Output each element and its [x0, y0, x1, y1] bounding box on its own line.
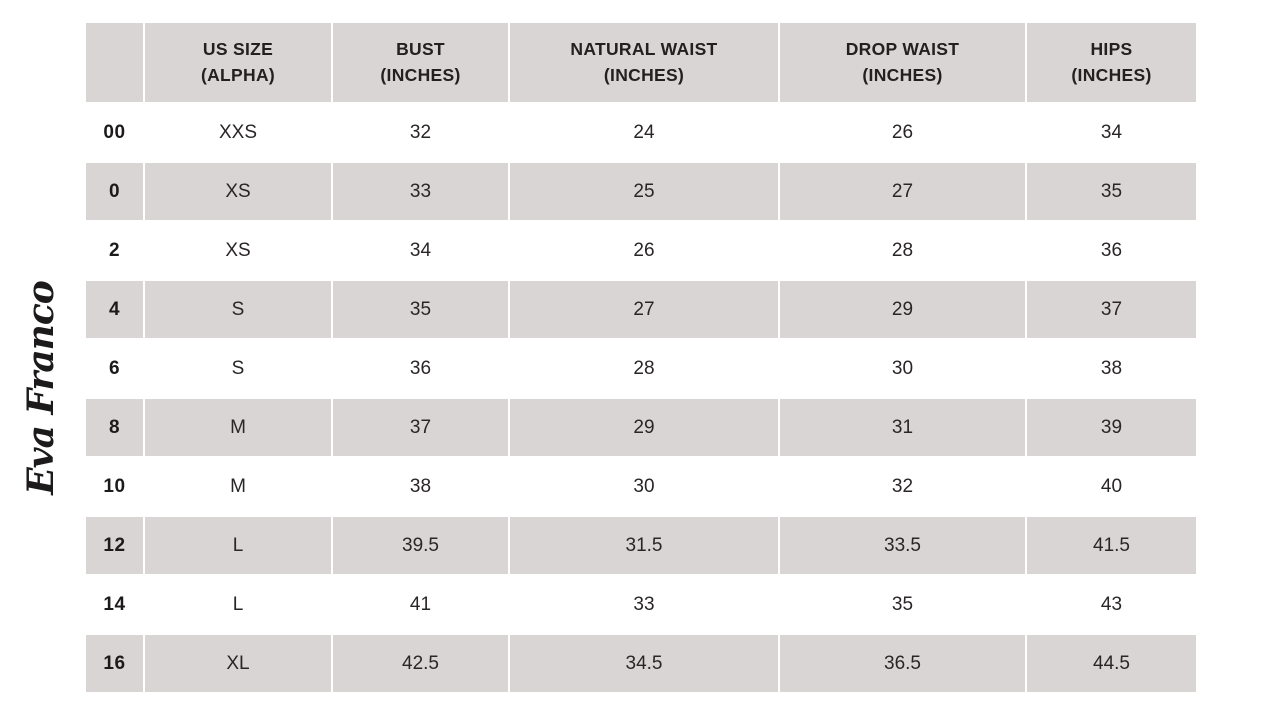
us-size-cell: 10	[86, 458, 143, 515]
table-row: 10 M 38 30 32 40	[86, 458, 1196, 515]
header-cell-drop-waist: DROP WAIST (INCHES)	[780, 23, 1025, 102]
bust-cell: 42.5	[333, 635, 508, 692]
hips-cell: 41.5	[1027, 517, 1196, 574]
table-row: 8 M 37 29 31 39	[86, 399, 1196, 456]
header-cell-bust: BUST (INCHES)	[333, 23, 508, 102]
hips-cell: 37	[1027, 281, 1196, 338]
bust-cell: 41	[333, 576, 508, 633]
table-row: 0 XS 33 25 27 35	[86, 163, 1196, 220]
size-chart-table: US SIZE (ALPHA) BUST (INCHES) NATURAL WA…	[84, 21, 1198, 694]
table-row: 4 S 35 27 29 37	[86, 281, 1196, 338]
natural-waist-cell: 31.5	[510, 517, 778, 574]
alpha-cell: S	[145, 340, 331, 397]
hips-cell: 39	[1027, 399, 1196, 456]
hips-cell: 44.5	[1027, 635, 1196, 692]
hips-cell: 36	[1027, 222, 1196, 279]
header-row: US SIZE (ALPHA) BUST (INCHES) NATURAL WA…	[86, 23, 1196, 102]
natural-waist-cell: 27	[510, 281, 778, 338]
header-line: (ALPHA)	[200, 64, 276, 85]
bust-cell: 38	[333, 458, 508, 515]
bust-cell: 33	[333, 163, 508, 220]
table-row: 6 S 36 28 30 38	[86, 340, 1196, 397]
hips-cell: 34	[1027, 104, 1196, 161]
header-line: (INCHES)	[1071, 64, 1152, 85]
drop-waist-cell: 30	[780, 340, 1025, 397]
table-row: 12 L 39.5 31.5 33.5 41.5	[86, 517, 1196, 574]
alpha-cell: L	[145, 576, 331, 633]
brand-logo: Eva Franco	[0, 280, 82, 496]
drop-waist-cell: 35	[780, 576, 1025, 633]
alpha-cell: L	[145, 517, 331, 574]
natural-waist-cell: 26	[510, 222, 778, 279]
header-cell-alpha: US SIZE (ALPHA)	[145, 23, 331, 102]
drop-waist-cell: 26	[780, 104, 1025, 161]
us-size-cell: 16	[86, 635, 143, 692]
size-chart-header: US SIZE (ALPHA) BUST (INCHES) NATURAL WA…	[86, 23, 1196, 102]
natural-waist-cell: 34.5	[510, 635, 778, 692]
drop-waist-cell: 33.5	[780, 517, 1025, 574]
hips-cell: 43	[1027, 576, 1196, 633]
drop-waist-cell: 36.5	[780, 635, 1025, 692]
header-line: BUST	[396, 39, 445, 60]
header-line: US SIZE	[202, 39, 274, 60]
natural-waist-cell: 24	[510, 104, 778, 161]
us-size-cell: 14	[86, 576, 143, 633]
drop-waist-cell: 29	[780, 281, 1025, 338]
hips-cell: 38	[1027, 340, 1196, 397]
header-cell-natural-waist: NATURAL WAIST (INCHES)	[510, 23, 778, 102]
us-size-cell: 8	[86, 399, 143, 456]
us-size-cell: 00	[86, 104, 143, 161]
natural-waist-cell: 30	[510, 458, 778, 515]
table-row: 14 L 41 33 35 43	[86, 576, 1196, 633]
brand-logo-text: Eva Franco	[20, 281, 63, 495]
header-cell-us-size	[86, 23, 143, 102]
header-line: DROP WAIST	[845, 39, 960, 60]
drop-waist-cell: 31	[780, 399, 1025, 456]
header-line: (INCHES)	[380, 64, 461, 85]
alpha-cell: XL	[145, 635, 331, 692]
us-size-cell: 2	[86, 222, 143, 279]
alpha-cell: XXS	[145, 104, 331, 161]
alpha-cell: XS	[145, 163, 331, 220]
natural-waist-cell: 33	[510, 576, 778, 633]
drop-waist-cell: 27	[780, 163, 1025, 220]
drop-waist-cell: 28	[780, 222, 1025, 279]
alpha-cell: S	[145, 281, 331, 338]
bust-cell: 37	[333, 399, 508, 456]
hips-cell: 40	[1027, 458, 1196, 515]
alpha-cell: M	[145, 458, 331, 515]
bust-cell: 35	[333, 281, 508, 338]
natural-waist-cell: 25	[510, 163, 778, 220]
alpha-cell: M	[145, 399, 331, 456]
bust-cell: 39.5	[333, 517, 508, 574]
hips-cell: 35	[1027, 163, 1196, 220]
drop-waist-cell: 32	[780, 458, 1025, 515]
table-row: 2 XS 34 26 28 36	[86, 222, 1196, 279]
bust-cell: 34	[333, 222, 508, 279]
natural-waist-cell: 28	[510, 340, 778, 397]
us-size-cell: 0	[86, 163, 143, 220]
table-row: 00 XXS 32 24 26 34	[86, 104, 1196, 161]
header-line: NATURAL WAIST	[570, 39, 718, 60]
us-size-cell: 4	[86, 281, 143, 338]
header-line: (INCHES)	[603, 64, 685, 85]
table-row: 16 XL 42.5 34.5 36.5 44.5	[86, 635, 1196, 692]
header-cell-hips: HIPS (INCHES)	[1027, 23, 1196, 102]
alpha-cell: XS	[145, 222, 331, 279]
header-line: (INCHES)	[862, 64, 943, 85]
bust-cell: 32	[333, 104, 508, 161]
header-line: HIPS	[1090, 39, 1133, 60]
us-size-cell: 6	[86, 340, 143, 397]
bust-cell: 36	[333, 340, 508, 397]
us-size-cell: 12	[86, 517, 143, 574]
size-chart-body: 00 XXS 32 24 26 34 0 XS 33 25 27 35 2 XS 34 26 28 36 4 S 35 2…	[86, 104, 1196, 692]
natural-waist-cell: 29	[510, 399, 778, 456]
